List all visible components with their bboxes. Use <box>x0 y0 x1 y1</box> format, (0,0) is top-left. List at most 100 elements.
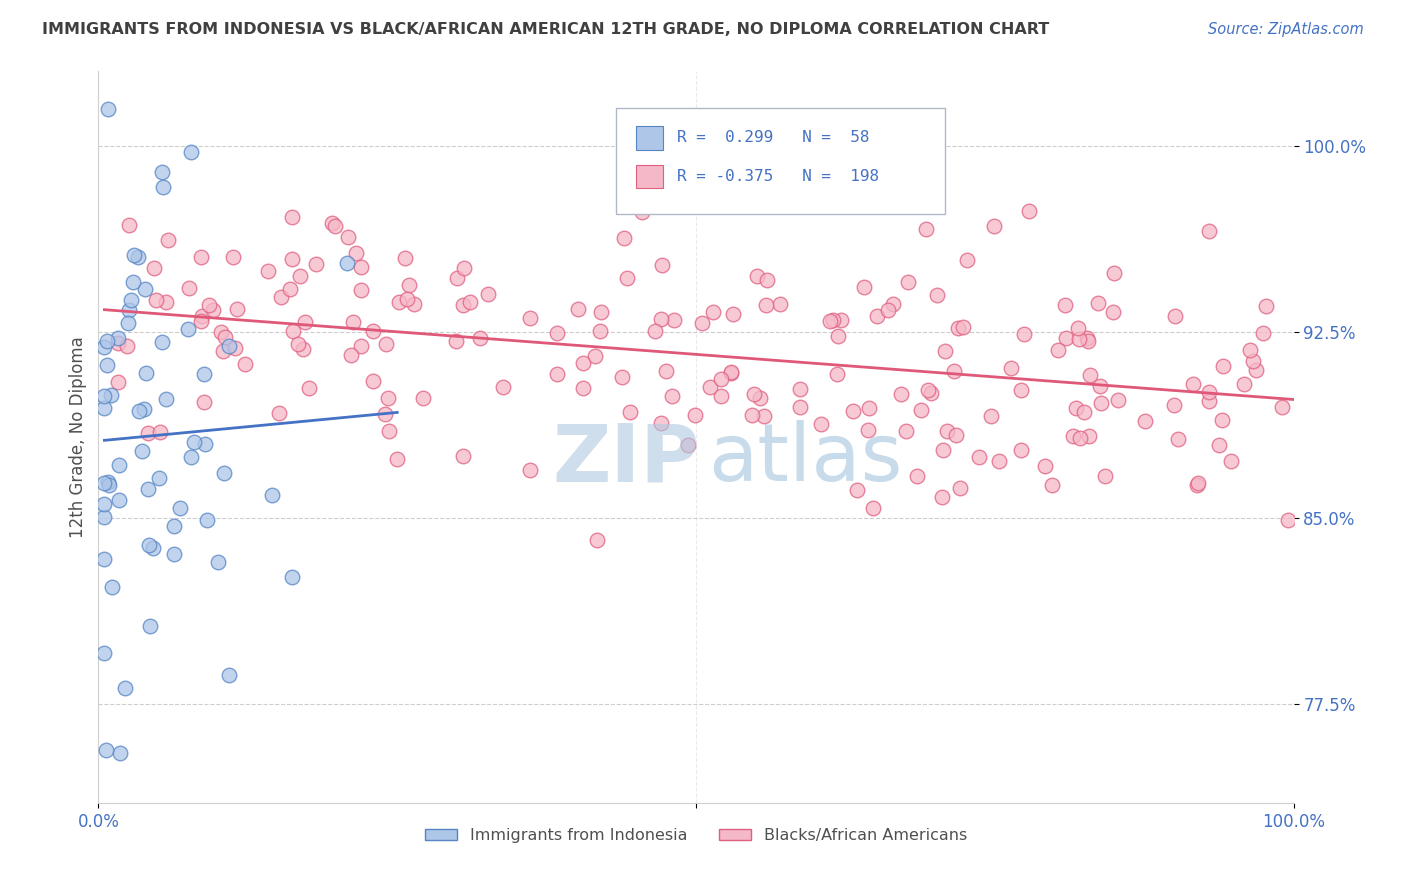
Point <box>288 269 311 284</box>
Point <box>650 312 672 326</box>
Point <box>385 452 408 467</box>
Point <box>1046 343 1069 357</box>
Point <box>297 381 319 395</box>
Point <box>1010 383 1032 397</box>
Point <box>218 667 240 681</box>
Point <box>93 551 115 566</box>
Point <box>451 298 474 312</box>
Point <box>945 428 967 442</box>
Point <box>114 681 136 695</box>
Point <box>1163 399 1185 413</box>
Point <box>492 380 515 394</box>
Point <box>1241 353 1264 368</box>
Point <box>177 281 200 295</box>
Point <box>93 510 115 524</box>
Point <box>744 386 766 401</box>
Point <box>346 246 368 260</box>
Point <box>683 408 706 422</box>
Point <box>107 376 129 390</box>
Point <box>193 395 215 409</box>
Point <box>117 316 139 330</box>
Point <box>1087 296 1109 310</box>
Point <box>128 403 150 417</box>
Point <box>122 248 145 262</box>
Point <box>1066 321 1088 335</box>
Point <box>214 329 236 343</box>
Point <box>152 180 174 194</box>
Point <box>723 307 745 321</box>
Point <box>287 337 309 351</box>
Point <box>107 335 129 350</box>
Point <box>96 334 118 348</box>
Point <box>97 478 120 492</box>
Point <box>180 145 202 159</box>
Point <box>127 250 149 264</box>
Point <box>183 434 205 449</box>
Point <box>1208 438 1230 452</box>
Point <box>336 255 359 269</box>
Point <box>583 349 606 363</box>
Point <box>458 295 481 310</box>
Point <box>374 337 396 351</box>
Point <box>270 290 292 304</box>
Point <box>699 380 721 394</box>
Point <box>845 483 868 498</box>
Point <box>1164 309 1187 323</box>
Point <box>398 277 420 292</box>
Point <box>1182 377 1205 392</box>
Point <box>825 367 848 381</box>
Point <box>920 386 942 401</box>
Point <box>830 312 852 326</box>
Point <box>1064 401 1087 416</box>
Point <box>1198 393 1220 408</box>
Point <box>1198 384 1220 399</box>
Point <box>567 302 589 317</box>
Point <box>94 742 117 756</box>
Point <box>546 367 568 381</box>
Point <box>1233 377 1256 392</box>
Point <box>294 314 316 328</box>
Point <box>1069 431 1091 445</box>
Point <box>395 293 418 307</box>
Point <box>616 271 638 285</box>
Point <box>789 401 811 415</box>
Point <box>820 314 842 328</box>
Point <box>821 313 844 327</box>
Point <box>163 547 186 561</box>
Point <box>180 450 202 464</box>
Point <box>1107 392 1129 407</box>
Point <box>93 389 115 403</box>
Point <box>589 324 612 338</box>
Point <box>856 423 879 437</box>
Point <box>377 424 399 438</box>
Point <box>1014 327 1036 342</box>
Point <box>145 293 167 307</box>
Point <box>905 468 928 483</box>
Point <box>745 268 768 283</box>
Point <box>135 366 157 380</box>
Point <box>117 303 139 318</box>
Point <box>952 320 974 334</box>
Point <box>519 311 541 326</box>
Point <box>946 320 969 334</box>
Point <box>1102 266 1125 280</box>
Point <box>212 467 235 481</box>
Point <box>546 326 568 340</box>
Point <box>120 293 142 308</box>
Point <box>710 389 733 403</box>
Point <box>866 309 889 323</box>
Point <box>910 403 932 417</box>
Point <box>93 497 115 511</box>
Point <box>692 316 714 330</box>
Point <box>350 339 373 353</box>
Point <box>262 488 284 502</box>
Point <box>1212 359 1234 373</box>
Point <box>350 260 373 274</box>
Point <box>224 341 246 355</box>
Point <box>1187 475 1209 490</box>
Point <box>768 296 790 310</box>
Point <box>163 519 186 533</box>
Point <box>931 442 953 457</box>
Point <box>956 253 979 268</box>
Point <box>149 425 172 439</box>
